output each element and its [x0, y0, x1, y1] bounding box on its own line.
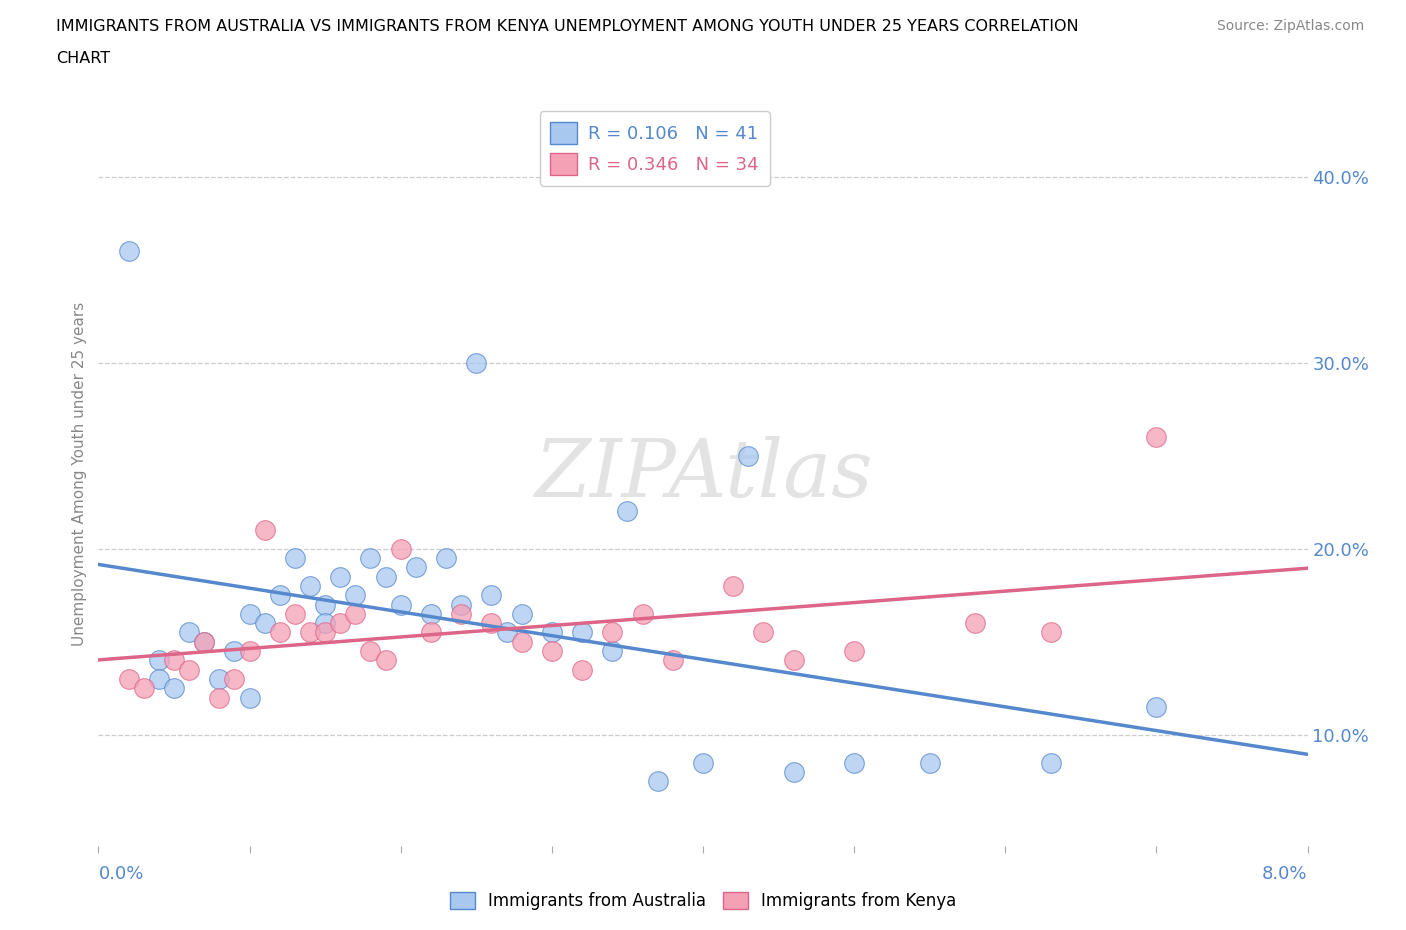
Point	[389, 541, 412, 556]
Point	[314, 625, 336, 640]
Point	[179, 625, 201, 640]
Point	[374, 653, 396, 668]
Point	[118, 671, 141, 686]
Point	[163, 653, 186, 668]
Point	[450, 597, 472, 612]
Point	[344, 588, 367, 603]
Point	[602, 644, 624, 658]
Text: Source: ZipAtlas.com: Source: ZipAtlas.com	[1216, 19, 1364, 33]
Point	[481, 616, 503, 631]
Point	[783, 653, 806, 668]
Point	[253, 523, 276, 538]
Point	[571, 662, 593, 677]
Point	[783, 764, 806, 779]
Point	[616, 504, 638, 519]
Point	[495, 625, 517, 640]
Point	[360, 551, 382, 565]
Point	[450, 606, 472, 621]
Point	[1146, 430, 1168, 445]
Point	[239, 606, 262, 621]
Point	[299, 578, 322, 593]
Point	[329, 569, 352, 584]
Point	[118, 244, 141, 259]
Point	[253, 616, 276, 631]
Point	[692, 755, 714, 770]
Text: CHART: CHART	[56, 51, 110, 66]
Point	[723, 578, 745, 593]
Point	[631, 606, 654, 621]
Point	[1039, 755, 1062, 770]
Point	[224, 644, 246, 658]
Legend: R = 0.106   N = 41, R = 0.346   N = 34: R = 0.106 N = 41, R = 0.346 N = 34	[540, 112, 769, 186]
Point	[737, 448, 759, 463]
Text: ZIPAtlas: ZIPAtlas	[534, 435, 872, 513]
Point	[844, 644, 866, 658]
Point	[1039, 625, 1062, 640]
Text: 8.0%: 8.0%	[1263, 865, 1308, 883]
Point	[420, 606, 443, 621]
Point	[179, 662, 201, 677]
Point	[208, 671, 231, 686]
Point	[510, 606, 533, 621]
Point	[239, 644, 262, 658]
Point	[344, 606, 367, 621]
Point	[314, 597, 336, 612]
Point	[193, 634, 215, 649]
Point	[434, 551, 457, 565]
Point	[269, 625, 291, 640]
Y-axis label: Unemployment Among Youth under 25 years: Unemployment Among Youth under 25 years	[72, 302, 87, 646]
Point	[844, 755, 866, 770]
Point	[465, 355, 488, 370]
Point	[540, 625, 562, 640]
Point	[284, 551, 307, 565]
Point	[389, 597, 412, 612]
Point	[420, 625, 443, 640]
Point	[284, 606, 307, 621]
Text: IMMIGRANTS FROM AUSTRALIA VS IMMIGRANTS FROM KENYA UNEMPLOYMENT AMONG YOUTH UNDE: IMMIGRANTS FROM AUSTRALIA VS IMMIGRANTS …	[56, 19, 1078, 33]
Point	[540, 644, 562, 658]
Point	[571, 625, 593, 640]
Point	[239, 690, 262, 705]
Point	[360, 644, 382, 658]
Point	[132, 681, 155, 696]
Point	[299, 625, 322, 640]
Point	[224, 671, 246, 686]
Point	[269, 588, 291, 603]
Point	[965, 616, 987, 631]
Point	[602, 625, 624, 640]
Point	[510, 634, 533, 649]
Legend: Immigrants from Australia, Immigrants from Kenya: Immigrants from Australia, Immigrants fr…	[443, 885, 963, 917]
Point	[918, 755, 941, 770]
Point	[148, 671, 170, 686]
Point	[752, 625, 775, 640]
Point	[193, 634, 215, 649]
Point	[148, 653, 170, 668]
Point	[329, 616, 352, 631]
Point	[661, 653, 683, 668]
Point	[163, 681, 186, 696]
Point	[314, 616, 336, 631]
Point	[647, 774, 669, 789]
Text: 0.0%: 0.0%	[98, 865, 143, 883]
Point	[374, 569, 396, 584]
Point	[1146, 699, 1168, 714]
Point	[405, 560, 427, 575]
Point	[481, 588, 503, 603]
Point	[208, 690, 231, 705]
